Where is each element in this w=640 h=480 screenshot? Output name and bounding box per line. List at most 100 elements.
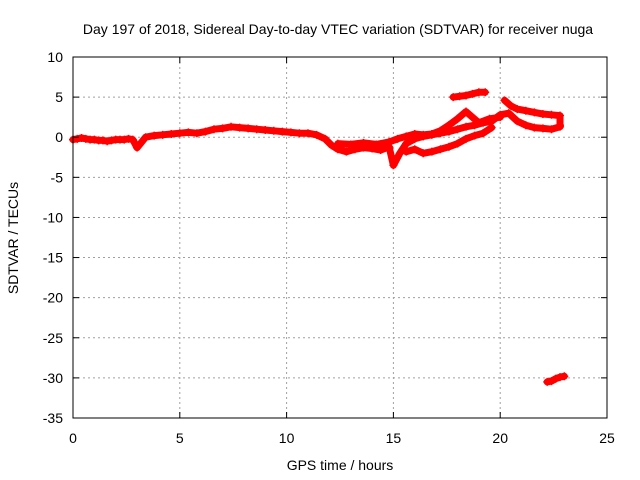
data-point (175, 129, 184, 138)
y-tick-label: -25 (43, 330, 63, 346)
data-point (427, 130, 436, 139)
data-point (444, 142, 453, 151)
data-point (453, 125, 462, 134)
data-point (455, 92, 464, 101)
data-point (227, 122, 236, 131)
data-point (393, 134, 402, 143)
data-point (77, 134, 86, 143)
data-point (560, 372, 569, 381)
data-point (395, 149, 404, 158)
y-tick-label: -30 (43, 370, 63, 386)
data-point (103, 137, 112, 146)
data-point (209, 125, 218, 134)
data-point (81, 134, 90, 143)
data-point (359, 138, 368, 147)
data-point (487, 123, 496, 132)
data-point (485, 114, 494, 123)
data-point (184, 128, 193, 137)
data-point (201, 127, 210, 136)
data-point (521, 106, 530, 115)
data-point (538, 109, 547, 118)
data-point (333, 139, 342, 148)
y-tick-label: 10 (47, 49, 63, 65)
x-tick-label: 15 (386, 430, 402, 446)
data-point (167, 130, 176, 139)
data-point (235, 123, 244, 132)
y-tick-label: -5 (51, 169, 64, 185)
data-point (124, 134, 133, 143)
data-point (150, 131, 159, 140)
data-point (128, 135, 137, 144)
data-point (269, 126, 278, 135)
data-point (303, 129, 312, 138)
data-point (436, 145, 445, 154)
data-point (481, 88, 490, 97)
data-point (468, 89, 477, 98)
data-point (73, 134, 82, 143)
data-point (402, 132, 411, 141)
data-point (385, 138, 394, 147)
x-tick-label: 5 (176, 430, 184, 446)
data-point (449, 93, 458, 102)
data-point (530, 108, 539, 117)
data-point (474, 118, 483, 127)
x-axis-label: GPS time / hours (287, 457, 394, 473)
data-point (346, 140, 355, 149)
data-point (312, 130, 321, 139)
grid-lines (73, 57, 607, 418)
y-tick-label: -10 (43, 209, 63, 225)
data-point (158, 130, 167, 139)
x-tick-label: 25 (599, 430, 615, 446)
data-point (278, 127, 287, 136)
x-tick-label: 20 (492, 430, 508, 446)
axes: 0 5 10 15 20 25 10 5 0 -5 -10 -15 -20 -25 -30 -35 (43, 49, 615, 446)
data-point (252, 125, 261, 134)
y-tick-label: 0 (55, 129, 63, 145)
data-point (218, 124, 227, 133)
y-tick-label: 5 (55, 89, 63, 105)
data-point (192, 129, 201, 138)
data-point (244, 124, 253, 133)
data-point (462, 91, 471, 100)
data-point (141, 133, 150, 142)
data-point (120, 135, 129, 144)
data-point (453, 139, 462, 148)
series-high-cluster-b (500, 96, 565, 130)
data-point (133, 143, 142, 152)
data-point (547, 110, 556, 119)
data-point (410, 145, 419, 154)
data-point (90, 135, 99, 144)
data-series (69, 88, 569, 386)
data-point (513, 105, 522, 114)
data-point (389, 161, 398, 170)
data-point (521, 121, 530, 130)
data-point (556, 121, 565, 130)
series-upper-branch (333, 107, 505, 149)
series-lower-branch (402, 123, 496, 158)
data-point (327, 141, 336, 150)
data-point (470, 131, 479, 140)
data-point (107, 136, 116, 145)
data-point (479, 129, 488, 138)
plot-frame (72, 56, 608, 419)
data-point (372, 140, 381, 149)
y-tick-label: -20 (43, 290, 63, 306)
data-point (402, 147, 411, 156)
chart-title: Day 197 of 2018, Sidereal Day-to-day VTE… (83, 21, 593, 37)
data-point (402, 139, 411, 148)
data-point (436, 126, 445, 135)
data-point (538, 124, 547, 133)
data-point (261, 126, 270, 135)
x-tick-label: 10 (279, 430, 295, 446)
series-high-cluster-a (449, 88, 490, 102)
y-axis-label: SDTVAR / TECUs (5, 182, 21, 294)
data-point (376, 146, 385, 155)
data-point (342, 147, 351, 156)
x-tick-label: 0 (69, 430, 77, 446)
data-point (419, 130, 428, 139)
data-point (556, 111, 565, 120)
data-point (98, 136, 107, 145)
data-point (496, 113, 505, 122)
